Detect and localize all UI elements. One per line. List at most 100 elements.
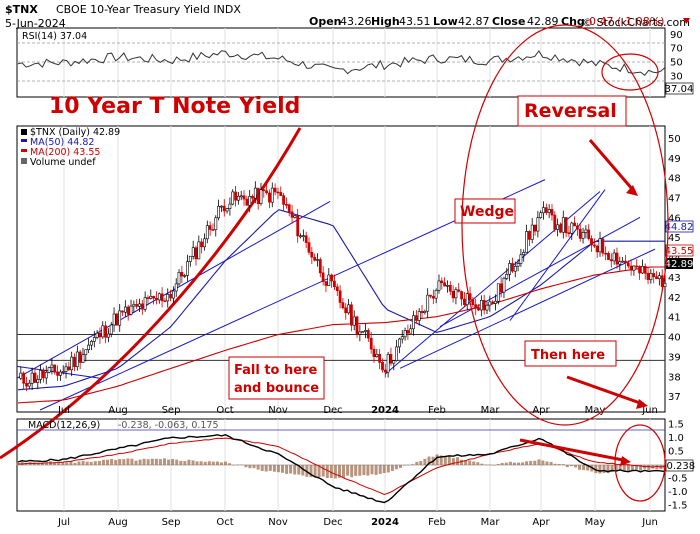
- price-bar: [395, 346, 399, 361]
- price-bar: [420, 311, 424, 313]
- chg-value: -0.47 (-1.08%): [585, 15, 664, 28]
- macd-hist-bar: [61, 462, 65, 465]
- macd-hist-bar: [533, 460, 537, 465]
- macd-hist-bar: [346, 465, 350, 476]
- macd-hist-bar: [272, 465, 276, 472]
- price-tick-label: 42: [668, 293, 681, 304]
- macd-hist-bar: [655, 465, 659, 470]
- price-bar: [256, 187, 260, 205]
- ma50-badge: [665, 220, 694, 233]
- price-bar: [618, 261, 622, 265]
- macd-hist-bar: [521, 462, 525, 465]
- price-bar: [67, 366, 71, 371]
- price-bar: [496, 283, 500, 302]
- price-bar: [513, 265, 517, 272]
- price-bar: [217, 206, 221, 219]
- macd-hist-bar: [427, 456, 431, 465]
- macd-legend-values: -0.238, -0.063, 0.175: [118, 420, 219, 431]
- macd-hist-bar: [508, 461, 512, 465]
- price-bar: [138, 303, 141, 307]
- rsi-guides: [17, 42, 665, 82]
- price-bar: [330, 274, 334, 282]
- rsi-last-value: 37.04: [665, 84, 694, 95]
- macd-hist-bar: [582, 465, 586, 471]
- x-tick-label: Sep: [162, 517, 181, 528]
- price-bar: [657, 275, 661, 280]
- price-bar: [381, 361, 384, 371]
- macd-hist-bar: [399, 465, 402, 468]
- annotation-title: 10 Year T Note Yield: [49, 94, 300, 119]
- price-bars: [19, 181, 667, 392]
- price-bar: [262, 189, 266, 192]
- macd-hist-bar: [362, 465, 366, 475]
- price-bar: [237, 196, 240, 201]
- macd-hist-bar: [183, 461, 187, 465]
- low-value: 42.87: [458, 15, 490, 28]
- price-bar: [25, 382, 28, 387]
- x-tick-label: Nov: [268, 405, 288, 416]
- price-bar: [629, 265, 633, 271]
- price-tick-label: 41: [668, 313, 681, 324]
- price-bar: [160, 293, 164, 302]
- price-bar: [81, 354, 85, 363]
- highlight-ellipse: [461, 24, 669, 426]
- macd-hist-bar: [252, 465, 256, 469]
- price-bar: [180, 272, 184, 277]
- price-bar: [587, 229, 591, 239]
- macd-hist-bar: [647, 465, 651, 470]
- price-bar: [392, 360, 396, 364]
- price-last-value: 42.89: [665, 259, 694, 270]
- price-bar: [590, 238, 593, 246]
- price-bar: [626, 262, 630, 267]
- x-tick-label: 2024: [371, 405, 399, 416]
- macd-hist-bar: [93, 461, 97, 465]
- price-bar: [197, 241, 201, 260]
- price-bar: [169, 293, 173, 299]
- price-bar: [53, 364, 57, 373]
- macd-hist-bar: [126, 458, 130, 465]
- price-bar: [200, 241, 204, 248]
- macd-hist-bar: [85, 461, 89, 465]
- macd-hist-bar: [89, 461, 93, 465]
- price-bar: [505, 273, 509, 279]
- macd-hist-bar: [138, 459, 142, 465]
- price-tick-label: 46: [668, 213, 681, 224]
- rsi-tick-label: 90: [670, 30, 683, 41]
- macd-hist-bar: [73, 462, 77, 465]
- macd-hist-bar: [329, 465, 333, 478]
- fall-box: [228, 356, 325, 400]
- price-bar: [448, 284, 452, 292]
- rsi-last-badge: [665, 82, 694, 95]
- price-bar: [347, 304, 351, 314]
- x-tick-label: Apr: [532, 517, 550, 528]
- open-label: Open: [309, 15, 342, 28]
- rsi-tick-label: 30: [670, 71, 683, 82]
- reversal-box: [517, 95, 627, 127]
- moving-averages: [17, 209, 665, 404]
- macd-hist-bar: [476, 462, 480, 465]
- price-bar: [36, 379, 40, 383]
- price-bar: [522, 252, 526, 256]
- ma200-badge: [665, 244, 694, 257]
- price-bar: [592, 244, 596, 247]
- price-bar: [457, 289, 461, 292]
- price-bar: [239, 195, 243, 198]
- macd-hist-bar: [569, 465, 573, 467]
- macd-hist-bar: [626, 465, 630, 473]
- price-bar: [211, 229, 215, 231]
- macd-hist-bar: [297, 465, 301, 475]
- annotations: 10 Year T Note Yield Reversal Wedge Fall…: [49, 24, 669, 502]
- price-bar: [146, 297, 150, 299]
- watermark: © StockCharts.com: [582, 16, 690, 29]
- macd-hist-bar: [134, 460, 138, 465]
- macd-hist-bar: [171, 459, 175, 465]
- price-bar: [361, 331, 365, 333]
- price-bar: [78, 351, 82, 363]
- price-bar: [183, 275, 187, 277]
- price-bar: [186, 261, 189, 276]
- annotation-arrows: [519, 139, 648, 466]
- macd-highlight-circle: [614, 424, 666, 502]
- price-bar: [474, 304, 478, 309]
- price-bar: [465, 293, 469, 306]
- price-bar: [276, 191, 280, 194]
